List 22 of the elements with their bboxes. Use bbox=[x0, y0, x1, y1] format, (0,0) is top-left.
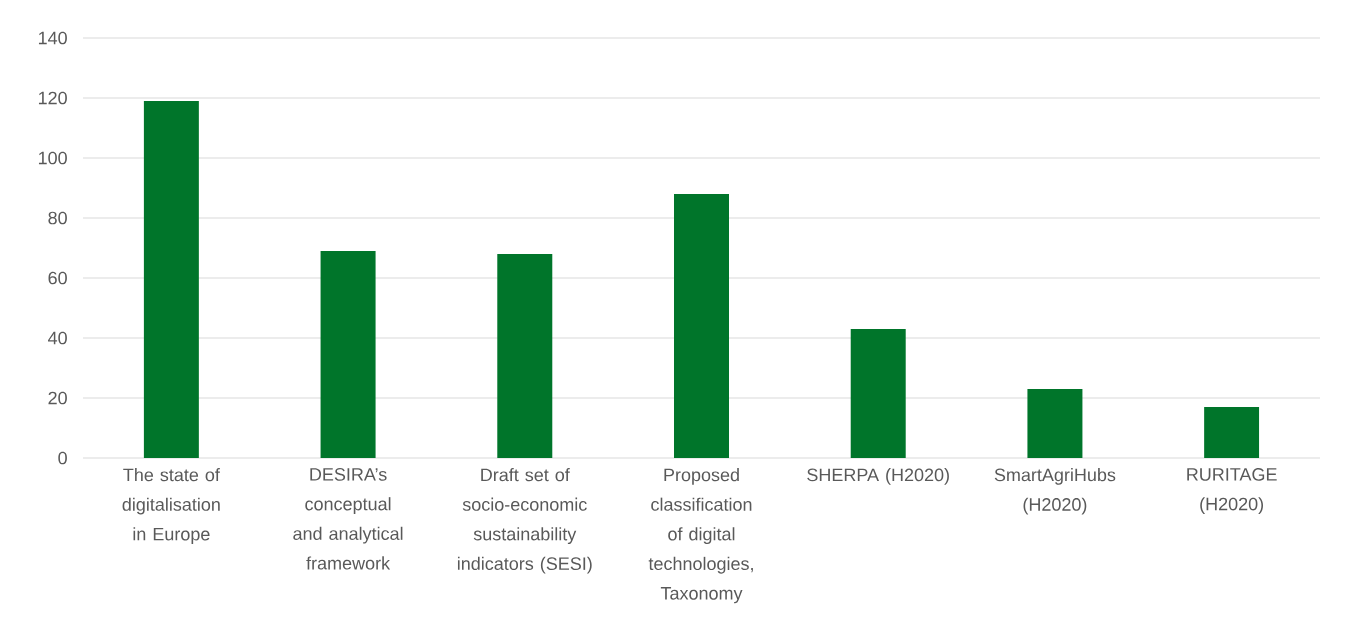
x-tick-label: The state of digitalisation in Europe bbox=[122, 468, 220, 545]
x-tick-label: RURITAGE (H2020) bbox=[1187, 468, 1277, 514]
x-tick-label: Draft set of socio-economic sustainability indicators (SESI) bbox=[457, 468, 592, 574]
bar bbox=[1204, 407, 1260, 458]
bar bbox=[320, 251, 376, 458]
y-tick-label: 100 bbox=[38, 151, 67, 165]
bar bbox=[497, 254, 553, 458]
x-tick-label: SHERPA (H2020) bbox=[807, 468, 949, 485]
bar bbox=[850, 329, 906, 458]
x-tick-label: SmartAgriHubs (H2020) bbox=[994, 468, 1116, 515]
y-tick-label: 60 bbox=[48, 271, 67, 285]
y-tick-label: 40 bbox=[48, 331, 67, 345]
y-tick-label: 0 bbox=[58, 451, 67, 465]
x-tick-label: DESIRA’s conceptual and analytical framework bbox=[293, 468, 403, 570]
bar bbox=[674, 194, 729, 458]
bar bbox=[1027, 389, 1083, 458]
bar bbox=[143, 101, 199, 458]
y-tick-label: 140 bbox=[38, 31, 67, 45]
y-tick-label: 20 bbox=[48, 391, 67, 405]
y-tick-label: 120 bbox=[38, 91, 67, 105]
x-tick-label: Proposed classification of digital technologies, Taxonomy bbox=[648, 468, 753, 604]
y-tick-label: 80 bbox=[48, 211, 67, 225]
